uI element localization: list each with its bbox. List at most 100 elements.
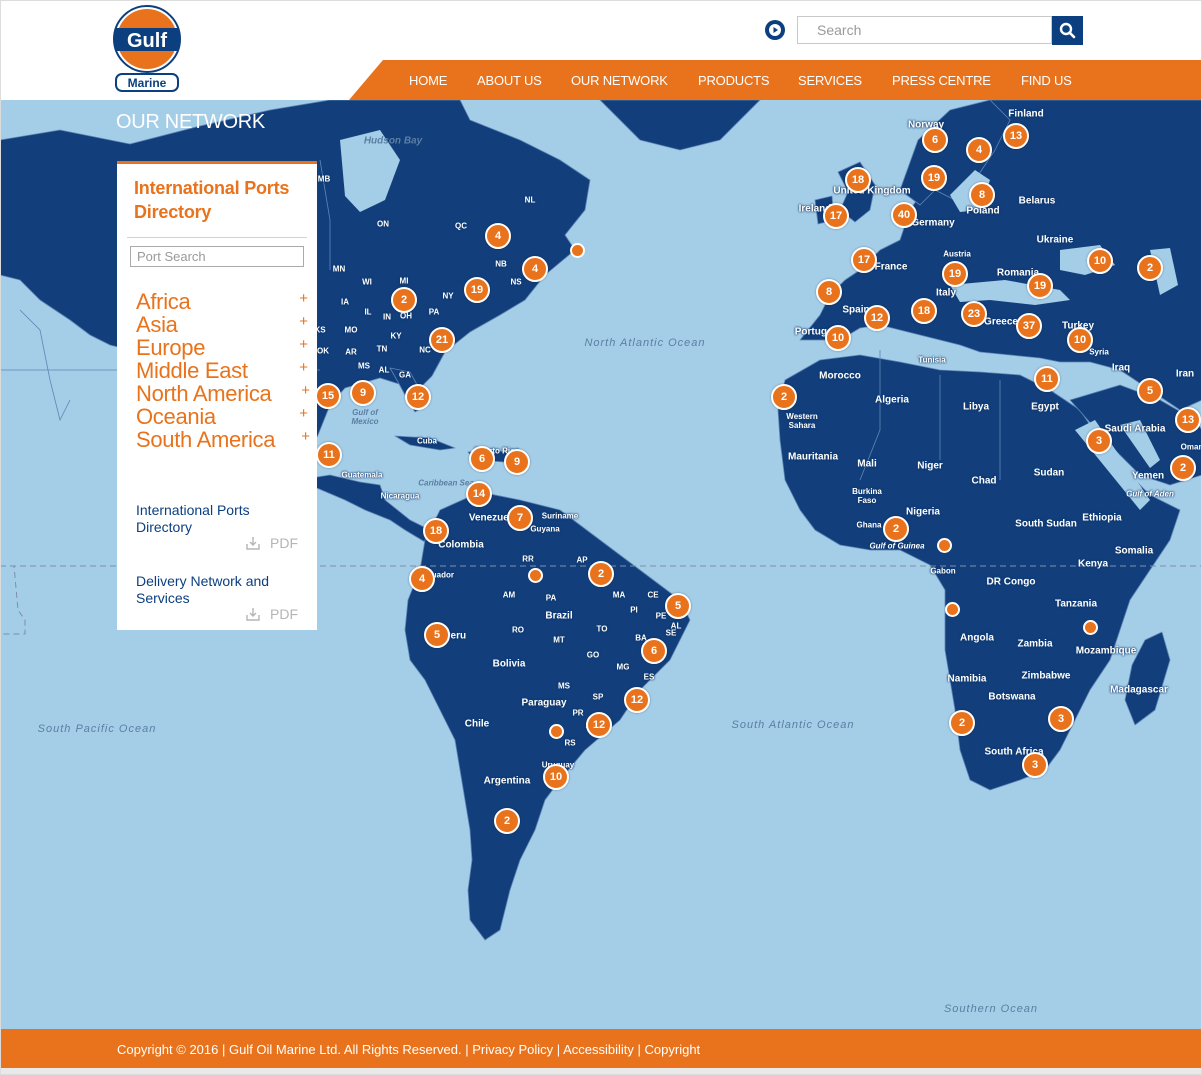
port-cluster-marker[interactable]: 37 [1016, 313, 1042, 339]
pdf-label: PDF [270, 535, 298, 551]
port-search-input[interactable] [130, 246, 304, 267]
port-cluster-marker[interactable]: 12 [864, 305, 890, 331]
port-cluster-marker[interactable]: 2 [391, 287, 417, 313]
port-cluster-marker[interactable]: 4 [522, 256, 548, 282]
port-cluster-marker[interactable]: 2 [588, 561, 614, 587]
port-cluster-marker[interactable]: 18 [423, 518, 449, 544]
port-cluster-marker[interactable]: 18 [845, 167, 871, 193]
port-cluster-marker[interactable]: 10 [1067, 327, 1093, 353]
nav-products[interactable]: PRODUCTS [698, 73, 770, 88]
download-title-delivery-network[interactable]: Delivery Network and Services [136, 573, 270, 606]
map-label: NB [495, 259, 507, 269]
port-cluster-marker[interactable]: 4 [409, 566, 435, 592]
region-oceania[interactable]: Oceania + [136, 404, 308, 429]
site-search-button[interactable] [1052, 16, 1083, 45]
port-marker[interactable] [1083, 620, 1098, 635]
region-south-america[interactable]: South America + [136, 427, 310, 452]
privacy-policy-link[interactable]: Privacy Policy [472, 1042, 554, 1057]
map-label: Gulf of Mexico [351, 408, 379, 426]
port-cluster-marker[interactable]: 11 [316, 442, 342, 468]
port-cluster-marker[interactable]: 18 [911, 298, 937, 324]
expand-plus-icon[interactable]: + [299, 313, 308, 330]
region-africa[interactable]: Africa + [136, 289, 308, 314]
port-marker[interactable] [528, 568, 543, 583]
port-marker[interactable] [549, 724, 564, 739]
port-cluster-marker[interactable]: 8 [969, 182, 995, 208]
region-europe[interactable]: Europe + [136, 335, 308, 360]
port-cluster-marker[interactable]: 11 [1034, 366, 1060, 392]
port-cluster-marker[interactable]: 10 [825, 325, 851, 351]
port-cluster-marker[interactable]: 10 [543, 764, 569, 790]
region-middle-east[interactable]: Middle East + [136, 358, 308, 383]
expand-plus-icon[interactable]: + [299, 359, 308, 376]
map-label: Colombia [438, 539, 484, 551]
gulf-marine-logo[interactable]: Gulf Marine [113, 5, 181, 93]
port-cluster-marker[interactable]: 21 [429, 327, 455, 353]
port-cluster-marker[interactable]: 12 [405, 384, 431, 410]
port-cluster-marker[interactable]: 19 [464, 277, 490, 303]
port-marker[interactable] [937, 538, 952, 553]
nav-our-network[interactable]: OUR NETWORK [571, 73, 668, 88]
port-cluster-marker[interactable]: 10 [1087, 248, 1113, 274]
download-pdf-ports-directory[interactable]: PDF [245, 534, 301, 552]
port-cluster-marker[interactable]: 3 [1048, 706, 1074, 732]
port-cluster-marker[interactable]: 2 [949, 710, 975, 736]
download-icon [246, 608, 260, 621]
copyright-link[interactable]: Copyright [644, 1042, 701, 1057]
port-cluster-marker[interactable]: 3 [1022, 752, 1048, 778]
ports-directory-panel: International Ports Directory Africa + A… [117, 161, 317, 630]
port-cluster-marker[interactable]: 6 [641, 638, 667, 664]
expand-plus-icon[interactable]: + [301, 428, 310, 445]
port-cluster-marker[interactable]: 23 [961, 301, 987, 327]
port-marker[interactable] [570, 243, 585, 258]
port-cluster-marker[interactable]: 4 [966, 137, 992, 163]
expand-plus-icon[interactable]: + [301, 382, 310, 399]
port-cluster-marker[interactable]: 9 [350, 380, 376, 406]
port-cluster-marker[interactable]: 8 [816, 279, 842, 305]
map-label: Ecuador [421, 570, 455, 580]
nav-press-centre[interactable]: PRESS CENTRE [892, 73, 991, 88]
port-cluster-marker[interactable]: 14 [466, 481, 492, 507]
download-title-ports-directory[interactable]: International Ports Directory [136, 502, 250, 535]
port-cluster-marker[interactable]: 19 [921, 165, 947, 191]
port-cluster-marker[interactable]: 12 [586, 712, 612, 738]
port-cluster-marker[interactable]: 2 [1137, 255, 1163, 281]
nav-services[interactable]: SERVICES [798, 73, 862, 88]
port-cluster-marker[interactable]: 5 [1137, 378, 1163, 404]
port-cluster-marker[interactable]: 7 [507, 505, 533, 531]
port-cluster-marker[interactable]: 17 [823, 203, 849, 229]
port-cluster-marker[interactable]: 4 [485, 223, 511, 249]
region-north-america[interactable]: North America + [136, 381, 310, 406]
expand-plus-icon[interactable]: + [299, 336, 308, 353]
port-cluster-marker[interactable]: 5 [665, 593, 691, 619]
nav-find-us[interactable]: FIND US [1021, 73, 1072, 88]
port-cluster-marker[interactable]: 6 [922, 127, 948, 153]
port-cluster-marker[interactable]: 19 [1027, 273, 1053, 299]
port-cluster-marker[interactable]: 9 [504, 449, 530, 475]
port-cluster-marker[interactable]: 6 [469, 446, 495, 472]
nav-home[interactable]: HOME [409, 73, 448, 88]
youtube-icon[interactable] [764, 19, 786, 41]
port-cluster-marker[interactable]: 13 [1175, 407, 1201, 433]
port-cluster-marker[interactable]: 19 [942, 261, 968, 287]
expand-plus-icon[interactable]: + [299, 290, 308, 307]
port-cluster-marker[interactable]: 17 [851, 247, 877, 273]
map-label: ES [643, 672, 655, 682]
port-marker[interactable] [945, 602, 960, 617]
download-pdf-delivery-network[interactable]: PDF [245, 605, 301, 623]
port-cluster-marker[interactable]: 5 [424, 622, 450, 648]
port-cluster-marker[interactable]: 13 [1003, 123, 1029, 149]
port-cluster-marker[interactable]: 12 [624, 687, 650, 713]
port-cluster-marker[interactable]: 2 [883, 516, 909, 542]
site-search-input[interactable] [797, 16, 1052, 44]
region-asia[interactable]: Asia + [136, 312, 308, 337]
port-cluster-marker[interactable]: 40 [891, 202, 917, 228]
port-cluster-marker[interactable]: 3 [1086, 428, 1112, 454]
accessibility-link[interactable]: Accessibility [563, 1042, 634, 1057]
port-cluster-marker[interactable]: 2 [1170, 455, 1196, 481]
expand-plus-icon[interactable]: + [299, 405, 308, 422]
port-cluster-marker[interactable]: 2 [494, 808, 520, 834]
port-cluster-marker[interactable]: 15 [315, 383, 341, 409]
nav-about-us[interactable]: ABOUT US [477, 73, 542, 88]
port-cluster-marker[interactable]: 2 [771, 384, 797, 410]
